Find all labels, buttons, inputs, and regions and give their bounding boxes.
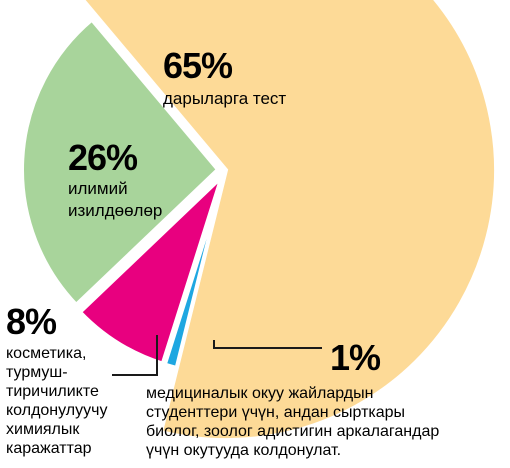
category-label-65: дарыларга тест (163, 89, 286, 108)
slice-8 (77, 175, 224, 367)
category-label-8-line-6: каражаттар (6, 440, 92, 457)
leader-lines (112, 335, 322, 376)
slice-label-65: 65% дарыларга тест (163, 45, 286, 108)
slice-label-1: 1% медициналык окуу жайлардын студенттер… (146, 337, 439, 459)
category-label-8-line-2: турмуш- (6, 364, 68, 381)
leader-line-8 (112, 335, 158, 376)
pie-slices (20, 0, 498, 442)
category-label-8-line-1: косметика, (6, 345, 86, 362)
leader-line-1 (213, 340, 322, 349)
category-label-26-line-1: илимий (68, 179, 128, 198)
percent-label-65: 65% (163, 45, 233, 86)
percent-label-26: 26% (68, 137, 138, 178)
slice-label-26: 26% илимий изилдөөлөр (68, 137, 162, 220)
category-label-1-line-4: үчүн окутууда колдонулат. (146, 442, 341, 459)
percent-label-8: 8% (6, 301, 57, 342)
slice-26 (20, 16, 221, 308)
slice-1 (162, 177, 226, 371)
category-label-26-line-2: изилдөөлөр (68, 201, 162, 220)
percent-label-1: 1% (330, 337, 381, 378)
category-label-8-line-4: колдонулуучу (6, 402, 107, 419)
slice-label-8: 8% косметика, турмуш- тиричиликте колдон… (6, 301, 107, 457)
category-label-8-line-3: тиричиликте (6, 383, 99, 400)
category-label-1-line-1: медициналык окуу жайлардын (146, 385, 373, 402)
category-label-1-line-3: биолог, зоолог адистигин аркалагандар (146, 423, 439, 440)
slice-65 (80, 0, 498, 442)
category-label-1-line-2: студенттери үчүн, андан сырткары (146, 404, 405, 421)
category-label-8-line-5: химиялык (6, 421, 80, 438)
